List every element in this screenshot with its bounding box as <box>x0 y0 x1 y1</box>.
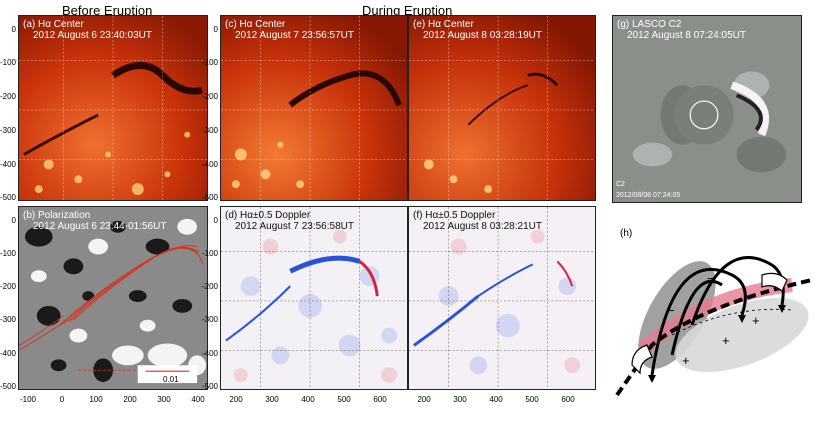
filament-channel <box>637 278 793 356</box>
y-tick: -400 <box>0 349 16 358</box>
x-tick: 300 <box>157 395 171 404</box>
x-tick: 400 <box>489 395 503 404</box>
y-tick: -200 <box>0 92 16 101</box>
x-tick: 200 <box>123 395 137 404</box>
y-tick: -300 <box>201 315 218 324</box>
y-tick: -400 <box>201 349 218 358</box>
y-tick: -200 <box>0 282 16 291</box>
panel-c-halpha-center: (c) Hα Center 2012 August 7 23:56:57UT <box>220 15 408 201</box>
y-tick: -100 <box>0 249 16 258</box>
y-tick: 0 <box>11 216 16 225</box>
x-tick: 400 <box>301 395 315 404</box>
panel-h-cartoon: − − + + + <box>615 256 813 397</box>
panel-g-lasco-c2: (g) LASCO C2 2012 August 8 07:24:05UT C2… <box>612 15 802 203</box>
y-tick: 0 <box>213 216 218 225</box>
panel-g-label: (g) LASCO C2 2012 August 8 07:24:05UT <box>617 19 746 41</box>
minus-sign: − <box>667 303 675 318</box>
x-tick: 200 <box>417 395 431 404</box>
x-tick: 300 <box>265 395 279 404</box>
plus-sign: + <box>722 333 730 348</box>
y-tick: -300 <box>201 126 218 135</box>
plus-sign: + <box>752 313 760 328</box>
header-during-eruption: During Eruption <box>362 3 453 18</box>
lasco-timestamp: 2012/08/08 07:24:05 <box>616 192 681 199</box>
x-tick: 200 <box>229 395 243 404</box>
scale-bar-label: 0.01 <box>163 375 179 384</box>
y-tick: -400 <box>0 160 16 169</box>
x-tick: 0 <box>59 395 65 404</box>
y-tick: -500 <box>0 193 16 202</box>
doppler-image <box>409 207 595 389</box>
panel-b-polarization: (b) Polarization 2012 August 6 23:44-01:… <box>18 206 208 390</box>
panel-f-doppler: (f) Hα±0.5 Doppler 2012 August 8 03:28:2… <box>408 206 596 390</box>
x-tick: 500 <box>525 395 539 404</box>
halpha-image <box>19 16 207 200</box>
panel-d-label: (d) Hα±0.5 Doppler 2012 August 7 23:56:5… <box>225 210 354 232</box>
panel-a-label: (a) Hα Center 2012 August 6 23:40:03UT <box>23 19 152 41</box>
y-tick: -300 <box>0 315 16 324</box>
minus-sign: − <box>707 271 715 286</box>
y-tick: -500 <box>0 382 16 391</box>
polarity-inversion-line <box>615 278 813 397</box>
lasco-image <box>613 16 801 202</box>
x-tick: 300 <box>453 395 467 404</box>
x-tick: 600 <box>373 395 387 404</box>
y-tick: -400 <box>201 160 218 169</box>
x-tick: -100 <box>19 395 36 404</box>
plus-sign: + <box>682 353 690 368</box>
y-tick: 0 <box>11 25 16 34</box>
polarization-image <box>19 207 207 389</box>
x-tick: 600 <box>561 395 575 404</box>
y-tick: -100 <box>201 249 218 258</box>
y-tick: -100 <box>0 58 16 67</box>
panel-a-halpha-center: (a) Hα Center 2012 August 6 23:40:03UT <box>18 15 208 201</box>
header-before-eruption: Before Eruption <box>62 3 153 18</box>
x-tick: 100 <box>89 395 103 404</box>
y-tick: 0 <box>213 25 218 34</box>
y-tick: -100 <box>201 58 218 67</box>
halpha-image <box>221 16 407 200</box>
y-tick: -200 <box>201 92 218 101</box>
panel-c-label: (c) Hα Center 2012 August 7 23:56:57UT <box>225 19 354 41</box>
y-tick: -200 <box>201 282 218 291</box>
x-tick: 400 <box>191 395 205 404</box>
panel-e-label: (e) Hα Center 2012 August 8 03:28:19UT <box>413 19 542 41</box>
panel-h-label: (h) <box>620 228 633 239</box>
positive-polarity-region <box>675 298 809 372</box>
y-tick: -500 <box>201 193 218 202</box>
x-tick: 500 <box>337 395 351 404</box>
lasco-corner-label: C2 <box>616 181 625 188</box>
panel-f-label: (f) Hα±0.5 Doppler 2012 August 8 03:28:2… <box>413 210 542 232</box>
panel-e-halpha-center: (e) Hα Center 2012 August 8 03:28:19UT <box>408 15 596 201</box>
halpha-image <box>409 16 595 200</box>
panel-b-label: (b) Polarization 2012 August 6 23:44-01:… <box>23 210 167 232</box>
panel-d-doppler: (d) Hα±0.5 Doppler 2012 August 7 23:56:5… <box>220 206 408 390</box>
y-tick: -500 <box>201 382 218 391</box>
doppler-image <box>221 207 407 389</box>
flux-rope <box>631 272 788 375</box>
y-tick: -300 <box>0 126 16 135</box>
field-line-arrows <box>648 305 786 383</box>
